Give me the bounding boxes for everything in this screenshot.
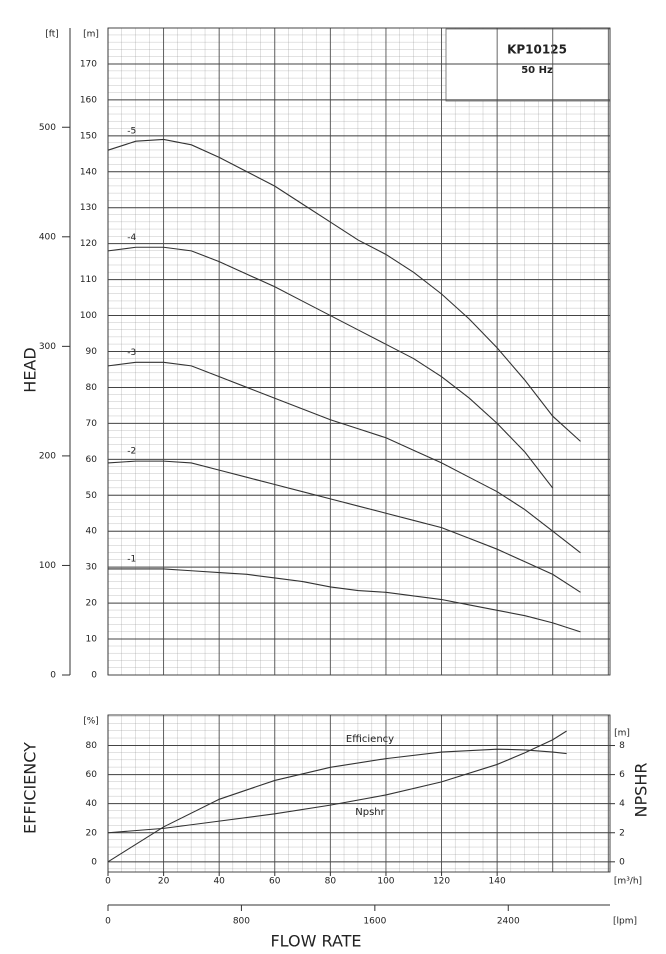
x2-tick-label: 800 bbox=[233, 917, 250, 927]
y-tick-label: 130 bbox=[80, 203, 97, 213]
y2-unit: [ft] bbox=[45, 30, 59, 40]
series-label: Efficiency bbox=[346, 734, 394, 745]
x-tick-label: 60 bbox=[269, 877, 281, 887]
y-tick-label: 40 bbox=[86, 527, 98, 537]
curve-label: -2 bbox=[127, 447, 136, 457]
y-tick-label: 0 bbox=[91, 857, 97, 867]
series-label: Npshr bbox=[355, 807, 385, 818]
x-tick-label: 40 bbox=[213, 877, 225, 887]
x-tick-label: 80 bbox=[325, 877, 337, 887]
minor-grid bbox=[108, 715, 610, 872]
y2-tick-label: 0 bbox=[619, 857, 625, 867]
y-tick-label: 150 bbox=[80, 131, 97, 141]
y-tick-label: 90 bbox=[86, 347, 98, 357]
y2-tick-label: 2 bbox=[619, 828, 625, 838]
y-tick-label: 170 bbox=[80, 59, 97, 69]
y2-tick-label: 4 bbox=[619, 799, 625, 809]
x-tick-label: 20 bbox=[158, 877, 170, 887]
y2-tick-label: 6 bbox=[619, 770, 625, 780]
y-unit: [m] bbox=[83, 30, 99, 40]
y-tick-label: 40 bbox=[86, 799, 98, 809]
curve bbox=[107, 730, 567, 834]
y-tick-label: 30 bbox=[86, 563, 98, 573]
chart-subtitle: 50 Hz bbox=[521, 65, 553, 76]
curve-label: -4 bbox=[127, 233, 136, 243]
y-tick-label: 70 bbox=[86, 419, 98, 429]
x-tick-label: 140 bbox=[489, 877, 506, 887]
curve bbox=[107, 748, 567, 863]
x2-unit: [lpm] bbox=[613, 917, 637, 927]
y-tick-label: 80 bbox=[86, 383, 98, 393]
y-tick-label: 20 bbox=[86, 828, 98, 838]
y2-unit: [m] bbox=[614, 729, 630, 739]
y2-tick-label: 200 bbox=[39, 451, 56, 461]
y2-tick-label: 8 bbox=[619, 741, 625, 751]
plot-frame bbox=[107, 714, 611, 873]
y-tick-label: 110 bbox=[80, 275, 97, 285]
curve bbox=[108, 568, 581, 633]
y2-tick-label: 500 bbox=[39, 123, 56, 133]
curve-label: -3 bbox=[127, 348, 136, 358]
y2-tick-label: 0 bbox=[50, 671, 56, 681]
y-unit: [%] bbox=[83, 717, 99, 727]
y-tick-label: 80 bbox=[86, 741, 98, 751]
y2-axis-label: NPSHR bbox=[632, 763, 651, 818]
y-tick-label: 140 bbox=[80, 167, 97, 177]
title-box bbox=[445, 28, 611, 102]
curve-label: -5 bbox=[127, 127, 136, 137]
y-tick-label: 120 bbox=[80, 239, 97, 249]
y2-tick-label: 300 bbox=[39, 342, 56, 352]
y-tick-label: 20 bbox=[86, 599, 98, 609]
x-unit: [m³/h] bbox=[614, 877, 642, 887]
curve bbox=[107, 138, 581, 442]
x2-tick-label: 0 bbox=[105, 917, 111, 927]
chart-title: KP10125 bbox=[507, 43, 567, 57]
y2-tick-label: 400 bbox=[39, 232, 56, 242]
x-axis-label: FLOW RATE bbox=[270, 932, 361, 951]
x-tick-label: 100 bbox=[377, 877, 394, 887]
curve bbox=[107, 460, 581, 593]
curve bbox=[107, 246, 554, 489]
x2-tick-label: 1600 bbox=[363, 917, 386, 927]
curve-label: -1 bbox=[127, 554, 136, 564]
y-tick-label: 0 bbox=[91, 671, 97, 681]
x-tick-label: 0 bbox=[105, 877, 111, 887]
y-tick-label: 10 bbox=[86, 635, 98, 645]
y-axis-label: EFFICIENCY bbox=[21, 742, 40, 834]
y-tick-label: 50 bbox=[86, 491, 98, 501]
x2-tick-label: 2400 bbox=[497, 917, 520, 927]
y-axis-label: HEAD bbox=[21, 347, 40, 392]
y-tick-label: 100 bbox=[80, 311, 97, 321]
y-tick-label: 160 bbox=[80, 95, 97, 105]
y-tick-label: 60 bbox=[86, 770, 98, 780]
y-tick-label: 60 bbox=[86, 455, 98, 465]
y2-tick-label: 100 bbox=[39, 561, 56, 571]
curve bbox=[107, 361, 581, 554]
x-tick-label: 120 bbox=[433, 877, 450, 887]
